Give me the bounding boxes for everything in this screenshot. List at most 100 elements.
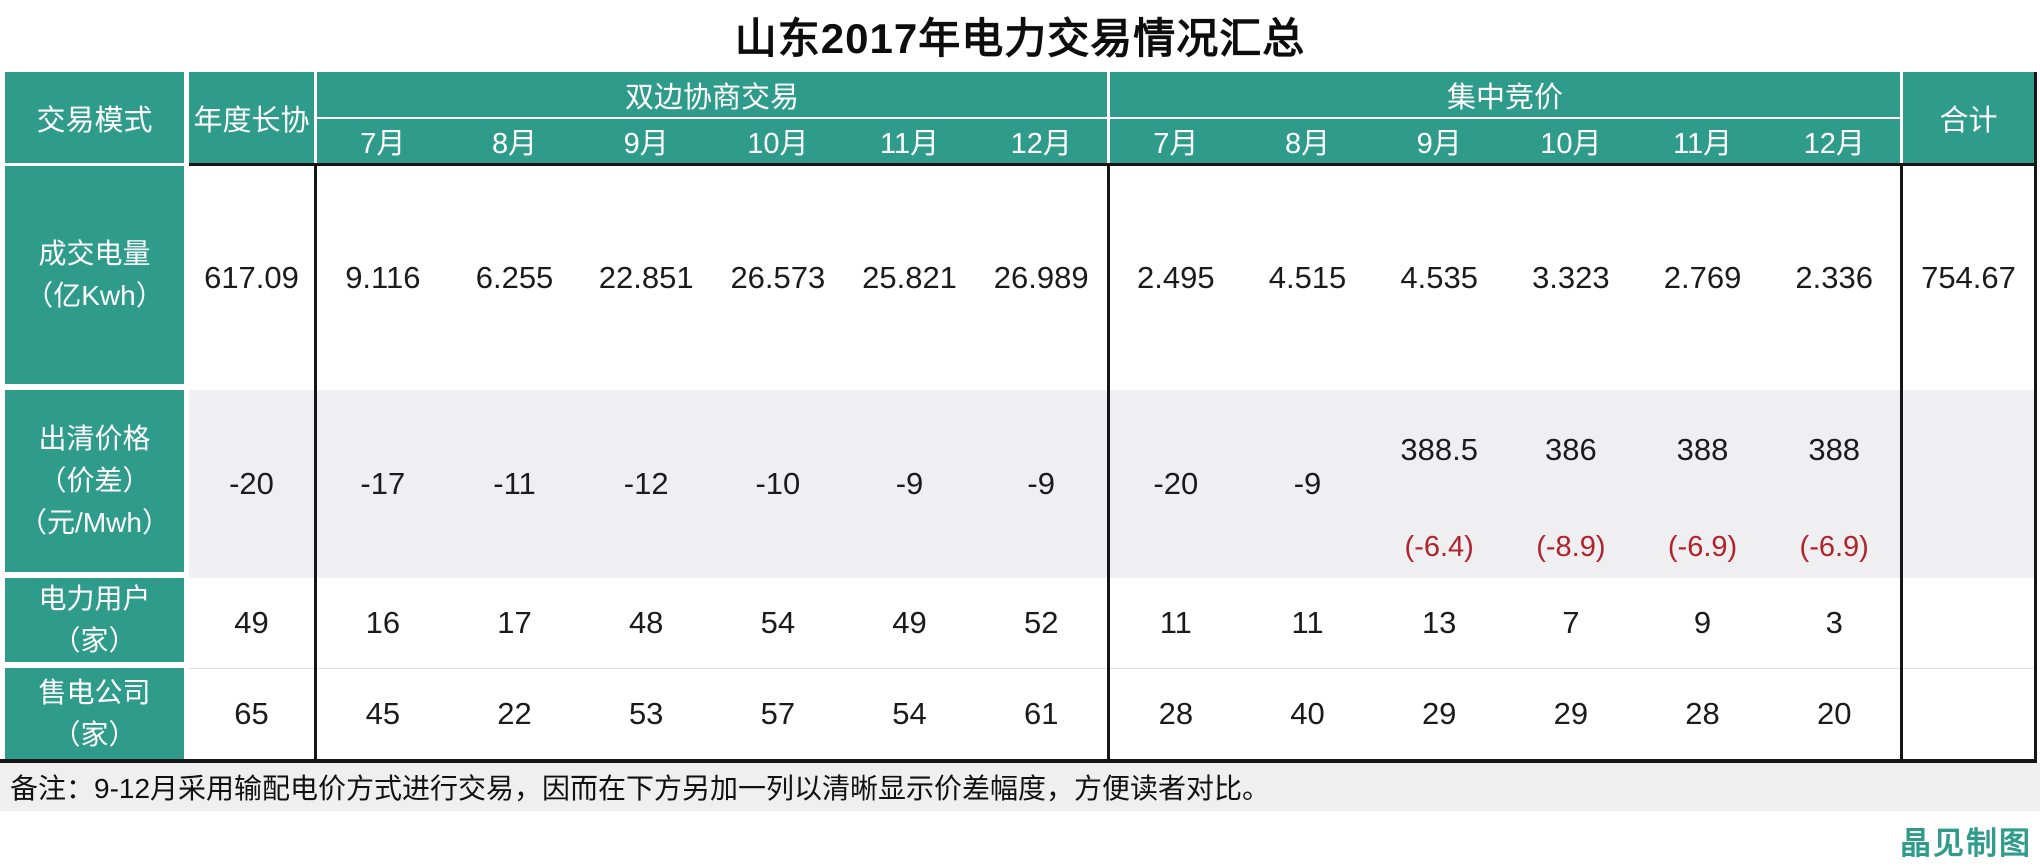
data-cell-with-diff: 386 (-8.9) — [1505, 390, 1637, 578]
data-cell: -11 — [448, 390, 581, 578]
note-text: 备注：9-12月采用输配电价方式进行交易，因而在下方另加一列以清晰显示价差幅度，… — [10, 773, 1271, 804]
data-cell: 61 — [975, 668, 1108, 759]
note-bar: 备注：9-12月采用输配电价方式进行交易，因而在下方另加一列以清晰显示价差幅度，… — [0, 763, 2040, 811]
price-value: 388 — [1808, 432, 1861, 467]
summary-table: 交易模式 年度长协 双边协商交易 7月 8月 9月 10月 11月 12月 集中… — [5, 72, 2037, 759]
header-bottom-border — [189, 163, 2037, 166]
row-sellers: 售电公司 （家） 65 45 22 53 57 54 61 28 40 29 2… — [5, 668, 2037, 759]
divider — [1107, 72, 1110, 163]
data-cell: 54 — [712, 578, 844, 668]
row-label-price: 出清价格 （价差） （元/Mwh） — [5, 390, 184, 578]
data-cell-total — [1903, 668, 2034, 759]
data-cell: -9 — [975, 390, 1108, 578]
bilateral-section: 45 22 53 57 54 61 — [317, 668, 1108, 759]
right-border — [2034, 72, 2037, 163]
centralized-section: 2.495 4.515 4.535 3.323 2.769 2.336 — [1110, 166, 1901, 390]
data-cell: 52 — [975, 578, 1108, 668]
data-cell: -9 — [843, 390, 976, 578]
price-diff-value: (-6.9) — [1667, 531, 1738, 563]
data-cell: 20 — [1768, 668, 1901, 759]
month-header: 12月 — [1768, 119, 1901, 163]
header-group-centralized: 集中竞价 7月 8月 9月 10月 11月 12月 — [1110, 72, 1901, 163]
divider — [314, 72, 317, 163]
data-cell: 13 — [1373, 578, 1506, 668]
data-cell: 29 — [1373, 668, 1506, 759]
data-cell: 16 — [317, 578, 449, 668]
data-cell: 4.535 — [1373, 166, 1506, 390]
data-cell-total — [1903, 390, 2034, 578]
bilateral-group-title: 双边协商交易 — [317, 72, 1107, 119]
data-cell: 22.851 — [580, 166, 713, 390]
price-diff-value: (-8.9) — [1536, 531, 1606, 563]
data-cell: 57 — [712, 668, 844, 759]
data-cell: 49 — [843, 578, 976, 668]
data-cell: -20 — [1110, 390, 1242, 578]
centralized-group-title: 集中竞价 — [1110, 72, 1900, 119]
data-cell-annual: 49 — [189, 578, 314, 668]
divider — [1107, 166, 1110, 390]
data-cell: 48 — [580, 578, 713, 668]
divider — [184, 72, 189, 163]
divider — [184, 166, 189, 390]
month-header: 11月 — [1636, 119, 1769, 163]
divider — [314, 578, 317, 668]
month-header: 10月 — [712, 119, 844, 163]
month-header: 11月 — [843, 119, 976, 163]
row-label-sellers: 售电公司 （家） — [5, 668, 184, 759]
data-cell: 11 — [1241, 578, 1374, 668]
data-cell: 26.989 — [975, 166, 1108, 390]
data-cell: 4.515 — [1241, 166, 1374, 390]
divider — [1900, 166, 1903, 390]
price-value: 388.5 — [1400, 432, 1478, 467]
data-cell: 6.255 — [448, 166, 581, 390]
row-price: 出清价格 （价差） （元/Mwh） -20 -17 -11 -12 -10 -9… — [5, 390, 2037, 578]
divider — [1900, 668, 1903, 759]
data-cell: 45 — [317, 668, 449, 759]
data-cell: 2.769 — [1636, 166, 1769, 390]
month-header: 7月 — [317, 119, 449, 163]
page-title: 山东2017年电力交易情况汇总 — [734, 14, 1306, 62]
divider — [314, 166, 317, 390]
data-cell: 7 — [1505, 578, 1637, 668]
centralized-section: 11 11 13 7 9 3 — [1110, 578, 1901, 668]
data-cell: 2.336 — [1768, 166, 1901, 390]
divider — [314, 390, 317, 578]
row-label-volume: 成交电量 （亿Kwh） — [5, 166, 184, 390]
data-cell-with-diff: 388.5 (-6.4) — [1373, 390, 1506, 578]
divider — [184, 390, 189, 578]
data-cell: 3.323 — [1505, 166, 1637, 390]
data-cell: 28 — [1110, 668, 1242, 759]
row-volume: 成交电量 （亿Kwh） 617.09 9.116 6.255 22.851 26… — [5, 166, 2037, 390]
data-cell-annual: -20 — [189, 390, 314, 578]
right-border — [2034, 166, 2037, 390]
table-bottom-border — [0, 759, 2037, 763]
data-cell: -9 — [1241, 390, 1374, 578]
bilateral-section: -17 -11 -12 -10 -9 -9 — [317, 390, 1108, 578]
divider — [1107, 668, 1110, 759]
data-cell: 54 — [843, 668, 976, 759]
data-cell: 17 — [448, 578, 581, 668]
price-diff-value: (-6.9) — [1799, 531, 1869, 563]
right-border — [2034, 668, 2037, 759]
data-cell-total — [1903, 578, 2034, 668]
data-cell-with-diff: 388 (-6.9) — [1768, 390, 1901, 578]
data-cell: 3 — [1768, 578, 1901, 668]
data-cell-annual: 617.09 — [189, 166, 314, 390]
data-cell: 22 — [448, 668, 581, 759]
data-cell: 11 — [1110, 578, 1242, 668]
divider — [314, 668, 317, 759]
data-cell: 2.495 — [1110, 166, 1242, 390]
header-group-bilateral: 双边协商交易 7月 8月 9月 10月 11月 12月 — [317, 72, 1108, 163]
month-header: 7月 — [1110, 119, 1242, 163]
table-header: 交易模式 年度长协 双边协商交易 7月 8月 9月 10月 11月 12月 集中… — [5, 72, 2037, 163]
divider — [1900, 390, 1903, 578]
divider — [1900, 578, 1903, 668]
price-value: 386 — [1544, 432, 1597, 467]
divider — [1900, 72, 1903, 163]
bilateral-month-headers: 7月 8月 9月 10月 11月 12月 — [317, 119, 1108, 163]
month-header: 9月 — [580, 119, 713, 163]
header-trade-mode: 交易模式 — [5, 72, 184, 163]
data-cell-total: 754.67 — [1903, 166, 2034, 390]
data-cell: -12 — [580, 390, 713, 578]
